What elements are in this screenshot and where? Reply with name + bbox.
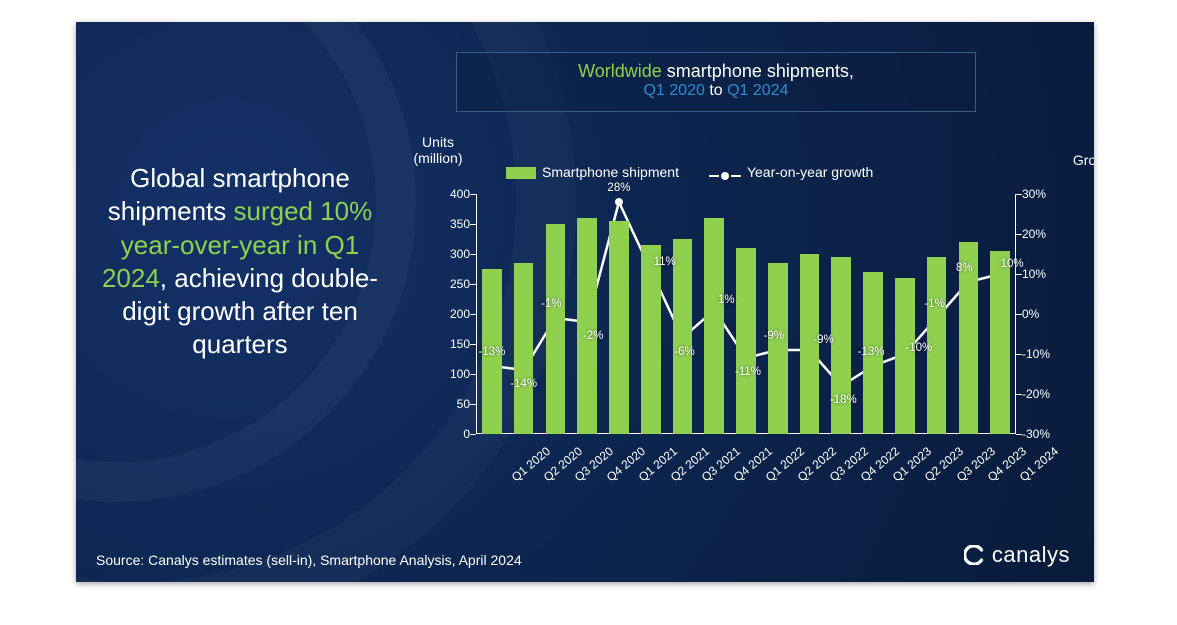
legend-item-bar: Smartphone shipment: [506, 164, 679, 180]
y-right-tick-label: 0%: [1022, 307, 1062, 321]
y-left-tick: [470, 314, 476, 315]
headline-post: , achieving double-digit growth after te…: [122, 263, 378, 360]
y-left-tick: [470, 344, 476, 345]
growth-marker: [615, 198, 623, 206]
brand-logo: canalys: [964, 542, 1070, 568]
growth-data-label: -13%: [478, 346, 505, 358]
headline-text: Global smartphone shipments surged 10% y…: [90, 162, 390, 362]
growth-data-label: 1%: [718, 294, 735, 306]
growth-data-label: 28%: [607, 182, 630, 194]
source-text: Source: Canalys estimates (sell-in), Sma…: [96, 552, 522, 568]
growth-data-label: -18%: [830, 394, 857, 406]
bar: [895, 278, 915, 434]
y-left-tick-label: 200: [434, 307, 470, 321]
legend-bar-label: Smartphone shipment: [542, 164, 679, 180]
y-left-tick: [470, 284, 476, 285]
title-rest: smartphone shipments,: [662, 61, 854, 81]
y-right-tick-label: 10%: [1022, 267, 1062, 281]
y-left-tick-label: 100: [434, 367, 470, 381]
bar: [768, 263, 788, 434]
bar: [704, 218, 724, 434]
growth-data-label: -13%: [858, 346, 885, 358]
legend-swatch-bar: [506, 167, 536, 179]
y-right-tick-label: 20%: [1022, 227, 1062, 241]
bar: [577, 218, 597, 434]
brand-logo-text: canalys: [992, 542, 1070, 568]
y-left-tick: [470, 404, 476, 405]
y-left-tick: [470, 194, 476, 195]
title-highlight: Worldwide: [578, 61, 662, 81]
y-left-tick-label: 0: [434, 427, 470, 441]
growth-data-label: -9%: [813, 334, 833, 346]
y-left-tick-label: 250: [434, 277, 470, 291]
y-right-tick-label: 30%: [1022, 187, 1062, 201]
growth-data-label: 8%: [956, 262, 973, 274]
growth-data-label: -1%: [924, 298, 944, 310]
y-right-tick-label: -20%: [1022, 387, 1062, 401]
y-left-tick-label: 400: [434, 187, 470, 201]
y-left-axis-title: Units (million): [398, 134, 478, 166]
bar: [736, 248, 756, 434]
growth-data-label: -10%: [905, 342, 932, 354]
y-left-tick: [470, 224, 476, 225]
growth-data-label: -9%: [764, 330, 784, 342]
bar: [831, 257, 851, 434]
growth-data-label: -2%: [583, 330, 603, 342]
y-left-tick-label: 150: [434, 337, 470, 351]
chart-title-line1: Worldwide smartphone shipments,: [457, 61, 975, 82]
title-range-mid: to: [705, 82, 727, 99]
y-left-tick: [470, 434, 476, 435]
growth-data-label: -14%: [510, 378, 537, 390]
chart-title-box: Worldwide smartphone shipments, Q1 2020 …: [456, 52, 976, 112]
y-right-axis-title: Growth: [1073, 152, 1094, 168]
y-left-tick-label: 50: [434, 397, 470, 411]
y-right-tick-label: -10%: [1022, 347, 1062, 361]
growth-data-label: -11%: [735, 366, 761, 378]
y-left-tick-label: 300: [434, 247, 470, 261]
title-range-start: Q1 2020: [643, 82, 704, 99]
title-range-end: Q1 2024: [727, 82, 788, 99]
bar: [641, 245, 661, 434]
y-left-tick: [470, 254, 476, 255]
y-right-tick-label: -30%: [1022, 427, 1062, 441]
legend-item-line: Year-on-year growth: [709, 164, 873, 180]
legend-swatch-line: [709, 172, 741, 180]
y-left-tick: [470, 374, 476, 375]
bar: [514, 263, 534, 434]
chart-title-line2: Q1 2020 to Q1 2024: [457, 82, 975, 100]
growth-data-label: 10%: [1001, 258, 1024, 270]
bar: [673, 239, 693, 434]
legend: Smartphone shipment Year-on-year growth: [506, 164, 1006, 180]
plot-area: 050100150200250300350400-30%-20%-10%0%10…: [476, 194, 1016, 434]
bar: [609, 221, 629, 434]
growth-data-label: -6%: [674, 346, 694, 358]
growth-data-label: 11%: [654, 256, 676, 268]
legend-line-label: Year-on-year growth: [747, 164, 873, 180]
bar: [546, 224, 566, 434]
chart: Units (million) Growth Smartphone shipme…: [406, 142, 1066, 502]
brand-logo-icon: [964, 545, 984, 565]
growth-data-label: -1%: [541, 298, 561, 310]
y-left-tick-label: 350: [434, 217, 470, 231]
slide: Worldwide smartphone shipments, Q1 2020 …: [76, 22, 1094, 582]
bar: [990, 251, 1010, 434]
